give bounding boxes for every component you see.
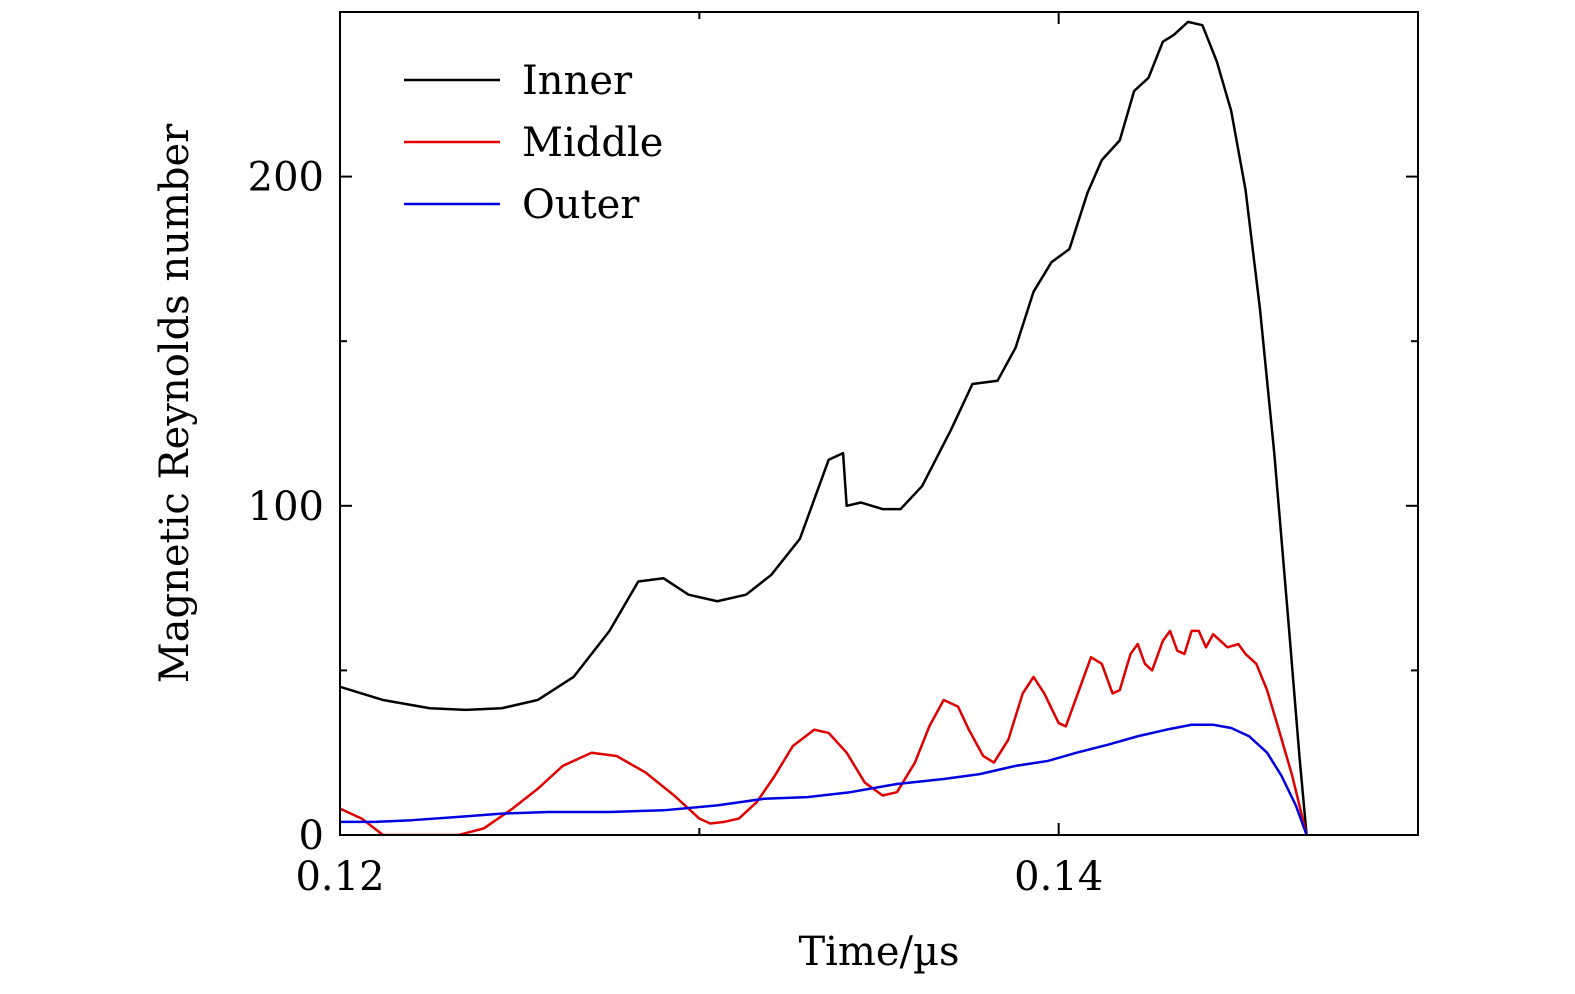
x-tick-label: 0.14 [1014,854,1103,900]
legend-label-inner: Inner [522,58,633,104]
series-line-inner [340,20,1308,835]
legend-label-middle: Middle [522,120,663,166]
plot-frame [339,11,1419,836]
y-axis-title: Magnetic Reynolds number [152,123,198,683]
legend: Inner Middle Outer [404,58,663,228]
x-axis-title: Time/µs [798,929,959,975]
y-tick-label: 200 [248,155,324,201]
legend-label-outer: Outer [522,182,640,228]
series-line-middle [340,629,1308,835]
series-layer [340,20,1308,835]
series-line-outer [340,723,1308,835]
x-tick-label: 0.12 [295,854,384,900]
y-tick-label: 0 [299,813,324,859]
y-tick-label: 100 [248,484,324,530]
ticks-layer: 0.12 0.14 0 100 200 [248,12,1419,900]
